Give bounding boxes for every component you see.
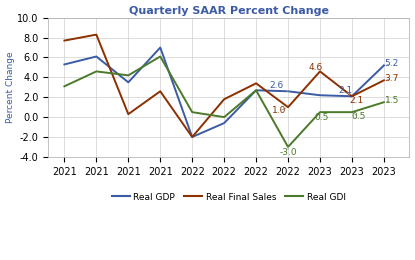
Text: 3.7: 3.7 bbox=[385, 74, 399, 83]
Text: 1.0: 1.0 bbox=[272, 106, 286, 115]
Text: 4.6: 4.6 bbox=[308, 63, 322, 72]
Text: 1.5: 1.5 bbox=[385, 96, 399, 105]
Legend: Real GDP, Real Final Sales, Real GDI: Real GDP, Real Final Sales, Real GDI bbox=[108, 189, 350, 205]
Text: 0.5: 0.5 bbox=[315, 113, 329, 122]
Title: Quarterly SAAR Percent Change: Quarterly SAAR Percent Change bbox=[129, 5, 329, 16]
Text: 0.5: 0.5 bbox=[351, 112, 366, 121]
Y-axis label: Percent Change: Percent Change bbox=[5, 51, 15, 123]
Text: 5.2: 5.2 bbox=[385, 60, 399, 68]
Text: 2.6: 2.6 bbox=[270, 81, 288, 91]
Text: -3.0: -3.0 bbox=[279, 147, 297, 157]
Text: 2.1: 2.1 bbox=[349, 96, 364, 105]
Text: 2.1: 2.1 bbox=[338, 86, 353, 95]
